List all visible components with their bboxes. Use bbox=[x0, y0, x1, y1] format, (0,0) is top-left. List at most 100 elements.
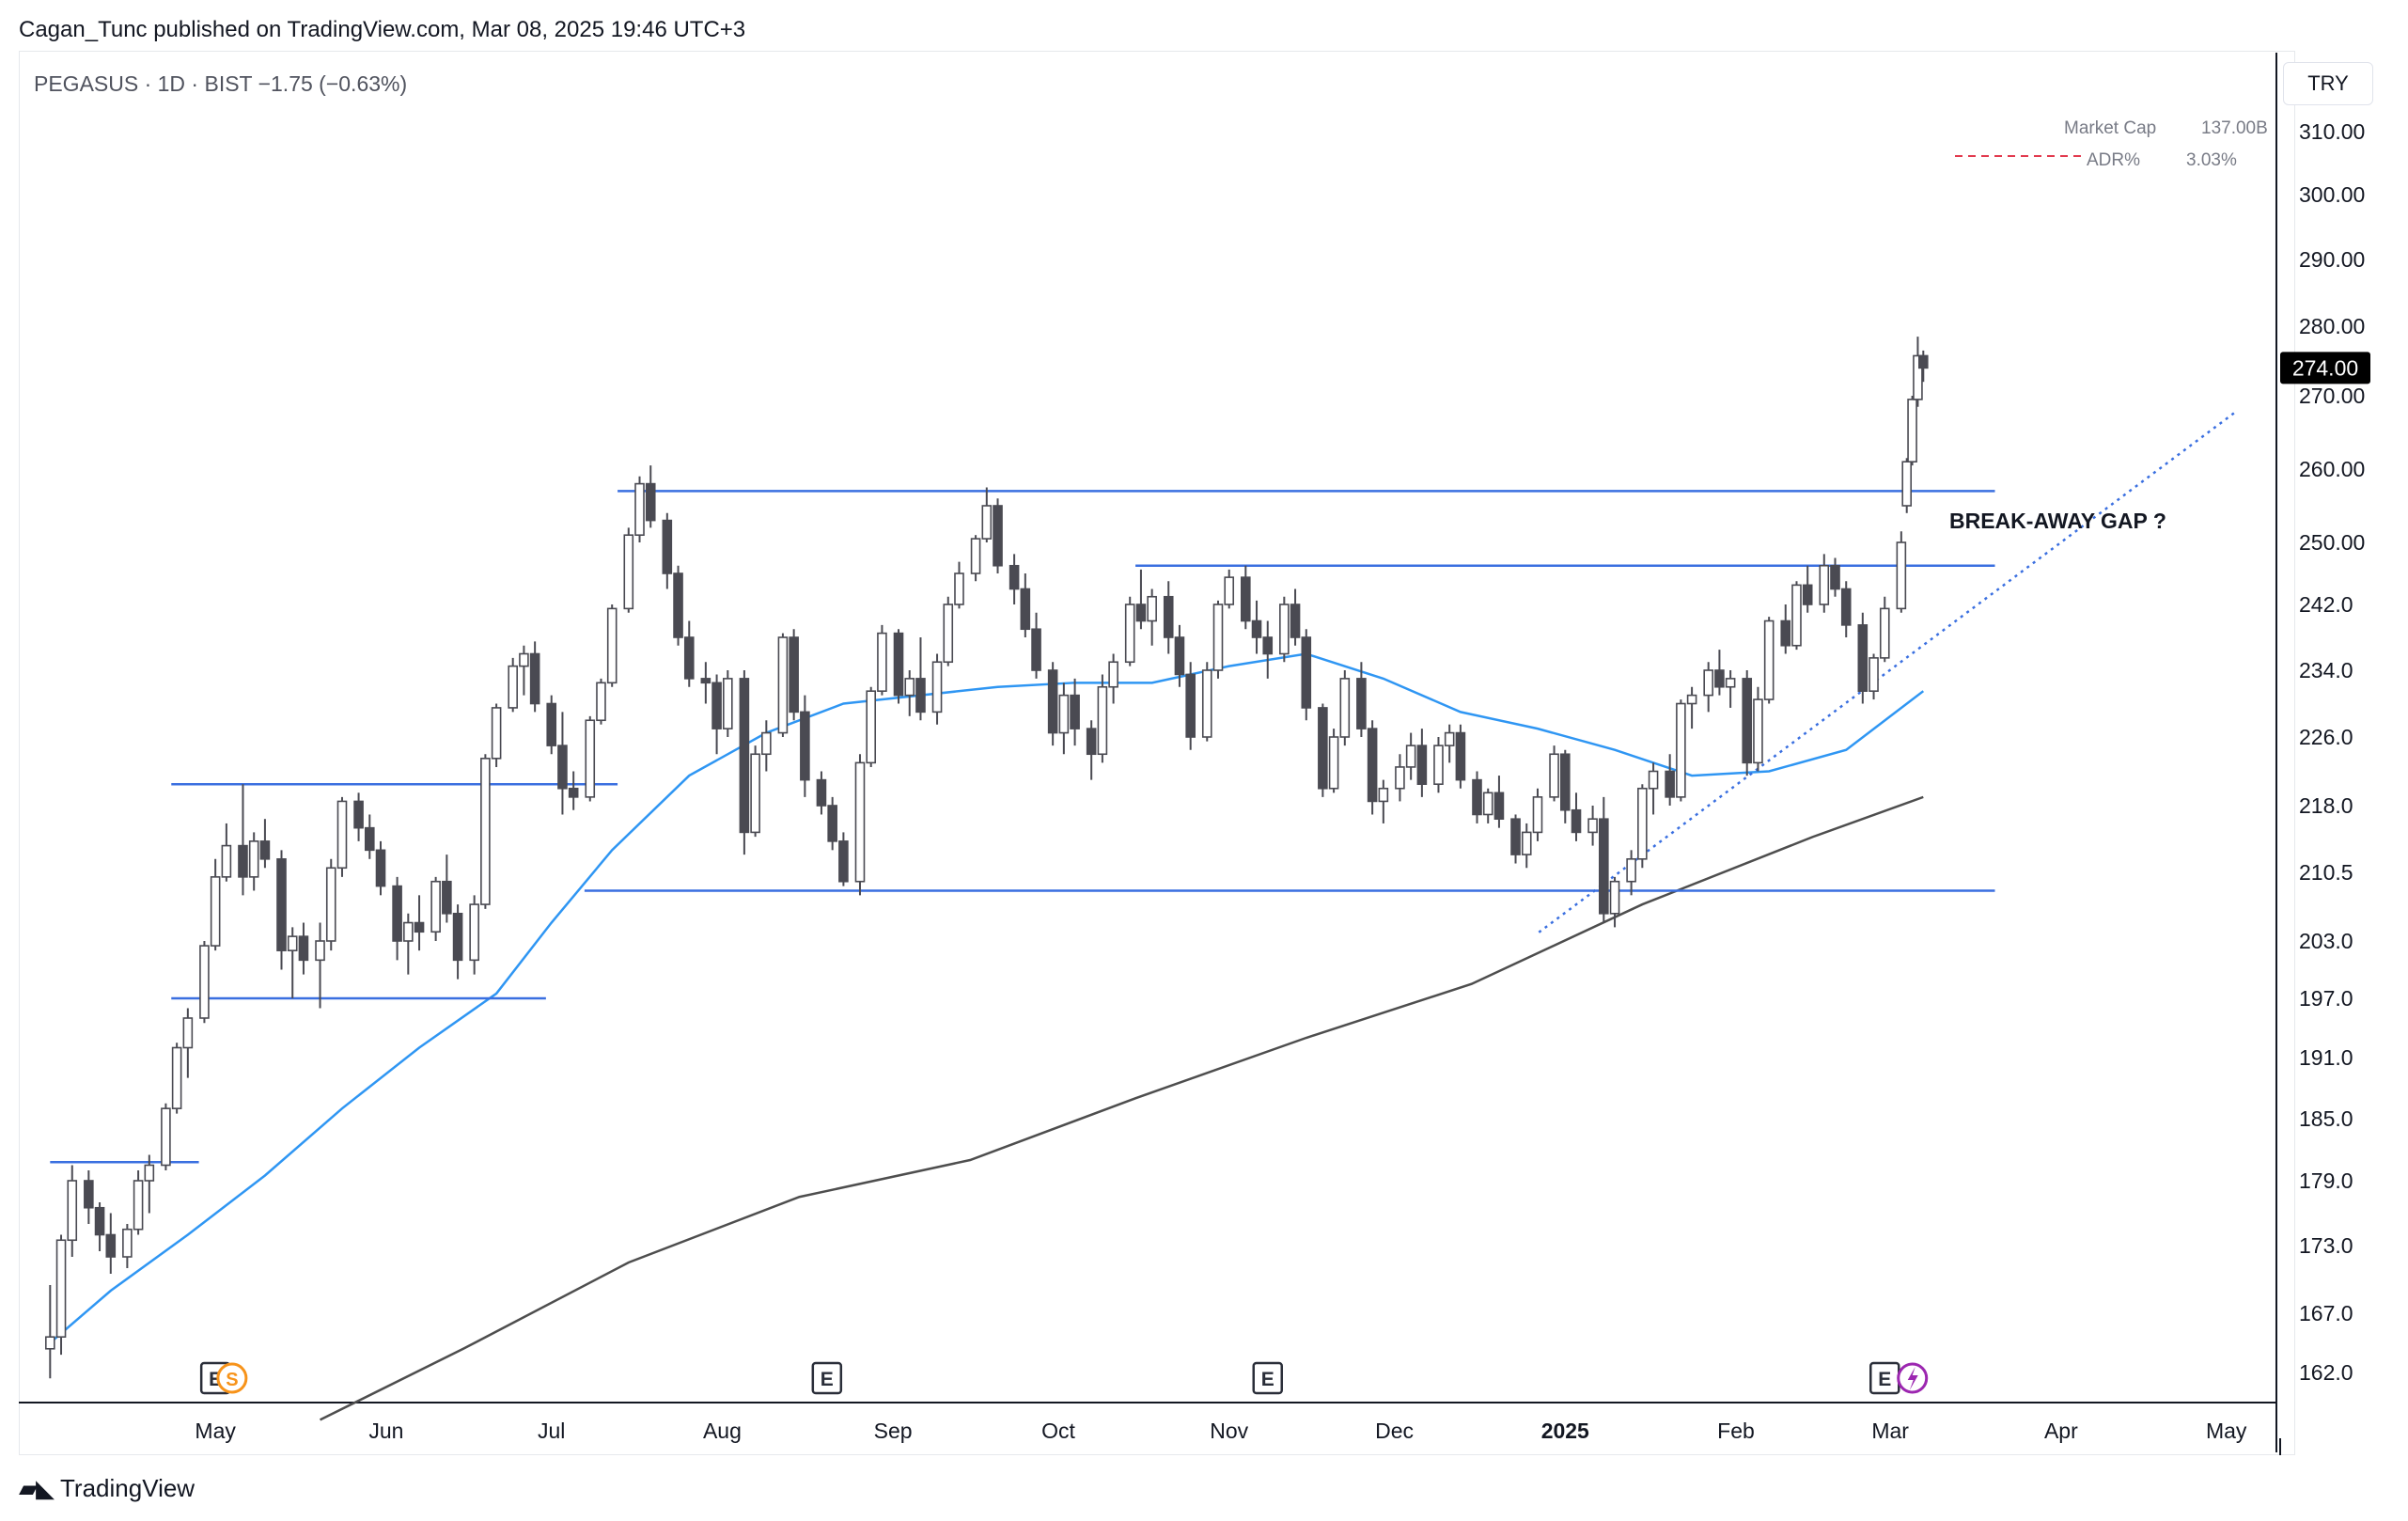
candle-body bbox=[683, 636, 695, 680]
candles-layer bbox=[45, 337, 1929, 1379]
candle-body bbox=[1830, 564, 1840, 590]
candle-body bbox=[1532, 796, 1543, 834]
candle-body bbox=[315, 940, 325, 962]
candle-body bbox=[133, 1180, 144, 1231]
symbol-title[interactable]: PEGASUS · 1D · BIST −1.75 (−0.63%) bbox=[34, 71, 408, 96]
candle-body bbox=[711, 682, 722, 729]
candle-body bbox=[1901, 461, 1913, 507]
candle-body bbox=[480, 758, 491, 905]
candle-body bbox=[469, 903, 479, 962]
candle-body bbox=[1482, 792, 1493, 816]
candle-body bbox=[1433, 745, 1444, 785]
candle-body bbox=[546, 702, 557, 746]
candle-body bbox=[1819, 564, 1830, 605]
candle-body bbox=[1147, 595, 1157, 622]
candle-body bbox=[1703, 669, 1713, 697]
time-tick-label: Mar bbox=[1871, 1419, 1909, 1443]
candle-body bbox=[1356, 678, 1367, 729]
price-tick-label: 173.0 bbox=[2299, 1233, 2353, 1258]
candle-body bbox=[452, 912, 463, 962]
candle-body bbox=[827, 805, 837, 842]
candle-body bbox=[606, 607, 618, 684]
price-tick-label: 179.0 bbox=[2299, 1168, 2353, 1193]
time-tick-label: Sep bbox=[874, 1419, 913, 1443]
candle-body bbox=[1599, 818, 1609, 915]
earnings-event-label: E bbox=[821, 1369, 834, 1390]
candle-body bbox=[1020, 588, 1031, 631]
price-tick-label: 310.00 bbox=[2299, 119, 2365, 144]
candle-body bbox=[1070, 694, 1080, 729]
time-tick-label: Feb bbox=[1717, 1419, 1755, 1443]
candle-body bbox=[1857, 624, 1869, 692]
candle-body bbox=[596, 682, 606, 722]
candle-body bbox=[182, 1017, 194, 1049]
candle-body bbox=[529, 652, 540, 705]
time-tick-label: Dec bbox=[1375, 1419, 1414, 1443]
candle-body bbox=[789, 636, 799, 713]
candle-body bbox=[761, 731, 772, 756]
candle-body bbox=[1791, 584, 1802, 647]
candle-body bbox=[739, 678, 750, 834]
market-cap-label: Market Cap bbox=[2064, 118, 2157, 138]
levels-layer bbox=[50, 155, 2239, 1164]
price-tick-label: 270.00 bbox=[2299, 384, 2365, 408]
price-tick-label: 280.00 bbox=[2299, 314, 2365, 338]
candle-body bbox=[221, 844, 232, 878]
price-tick-label: 234.0 bbox=[2299, 658, 2353, 682]
candle-body bbox=[1879, 607, 1890, 659]
candle-body bbox=[1212, 604, 1224, 671]
market-cap-value: 137.00B bbox=[2201, 118, 2268, 138]
candle-body bbox=[298, 935, 309, 962]
candle-body bbox=[442, 880, 452, 915]
earnings-event-label: E bbox=[1878, 1369, 1891, 1390]
candle-body bbox=[1742, 678, 1753, 764]
candle-body bbox=[1609, 880, 1620, 915]
candle-body bbox=[1031, 628, 1041, 671]
currency-button[interactable]: TRY bbox=[2283, 62, 2373, 105]
candle-body bbox=[1763, 619, 1775, 700]
candle-body bbox=[1201, 669, 1212, 738]
price-tick-label: 185.0 bbox=[2299, 1106, 2353, 1131]
candle-body bbox=[259, 840, 271, 860]
candle-body bbox=[375, 849, 386, 887]
time-tick-label: Jun bbox=[368, 1419, 403, 1443]
candle-body bbox=[1224, 576, 1235, 605]
candle-body bbox=[1318, 707, 1328, 790]
price-tick-label: 300.00 bbox=[2299, 182, 2365, 207]
price-tick-label: 226.0 bbox=[2299, 725, 2353, 749]
candle-body bbox=[1648, 770, 1659, 790]
candle-body bbox=[557, 745, 568, 790]
candle-body bbox=[336, 800, 348, 870]
tradingview-logo[interactable]: ▰◣ TradingView bbox=[19, 1474, 195, 1503]
candle-body bbox=[144, 1164, 155, 1182]
candle-body bbox=[1686, 694, 1697, 705]
breakaway-gap-annotation: BREAK-AWAY GAP ? bbox=[1949, 509, 2166, 533]
time-tick-label: 2025 bbox=[1541, 1419, 1589, 1443]
candle-body bbox=[55, 1239, 67, 1338]
candle-body bbox=[1521, 831, 1532, 855]
candle-body bbox=[1279, 604, 1290, 655]
price-tick-label: 210.5 bbox=[2299, 860, 2353, 885]
candle-body bbox=[1676, 702, 1686, 798]
candle-body bbox=[700, 678, 711, 684]
candle-body bbox=[1665, 770, 1675, 798]
candle-body bbox=[1047, 669, 1058, 734]
time-tick-label: Nov bbox=[1210, 1419, 1248, 1443]
candle-body bbox=[1163, 595, 1174, 638]
candle-body bbox=[568, 787, 579, 798]
candle-body bbox=[1301, 636, 1312, 709]
candle-body bbox=[1780, 619, 1791, 647]
time-tick-label: Apr bbox=[2044, 1419, 2078, 1443]
candle-body bbox=[430, 880, 441, 933]
candle-body bbox=[954, 572, 964, 605]
candle-body bbox=[325, 867, 336, 942]
candle-body bbox=[1714, 669, 1725, 688]
candle-body bbox=[238, 844, 248, 878]
ma200-line bbox=[319, 795, 1924, 1421]
candle-body bbox=[645, 482, 656, 522]
chart-frame bbox=[19, 51, 2295, 1455]
candle-body bbox=[893, 632, 904, 697]
candle-body bbox=[1571, 808, 1582, 834]
